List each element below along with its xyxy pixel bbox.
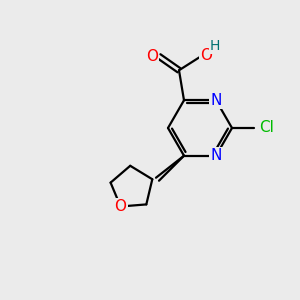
Text: O: O [115, 199, 127, 214]
Text: H: H [210, 39, 220, 53]
Text: N: N [210, 148, 222, 163]
Text: N: N [210, 93, 222, 108]
Text: O: O [200, 48, 212, 63]
Text: O: O [146, 49, 158, 64]
Text: Cl: Cl [260, 121, 274, 136]
